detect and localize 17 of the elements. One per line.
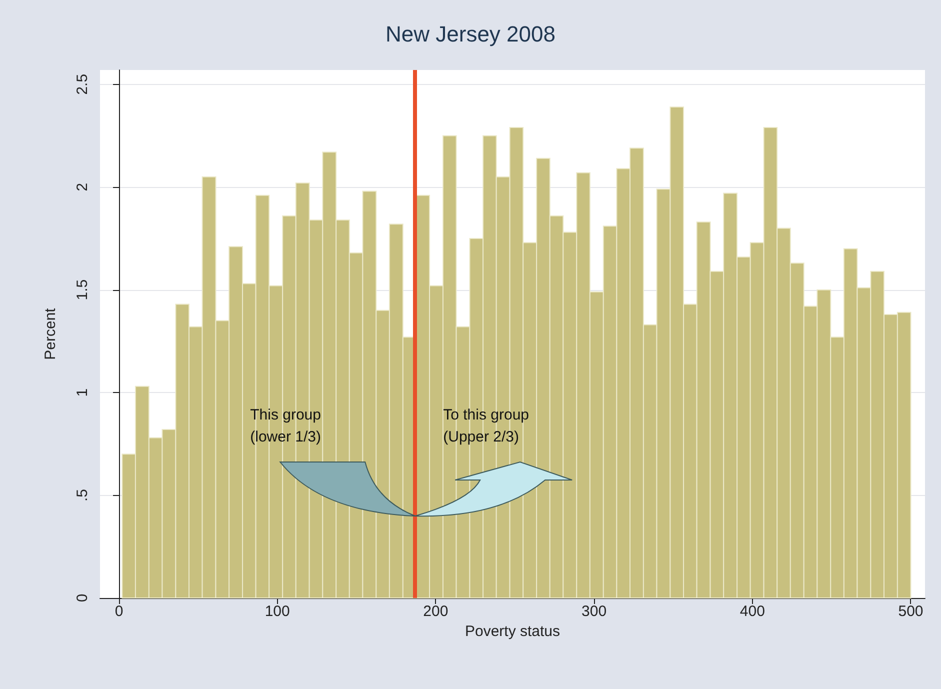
x-axis-title: Poverty status — [464, 622, 560, 640]
annotation: To this group (Upper 2/3) — [443, 406, 530, 446]
x-tick-label: 100 — [264, 603, 290, 620]
y-tick-label: 0 — [74, 594, 91, 602]
y-axis-title: Percent — [42, 307, 59, 360]
x-tick-label: 400 — [740, 603, 765, 620]
y-tick-label: 1.5 — [74, 279, 91, 300]
chart-title: New Jersey 2008 — [386, 22, 556, 46]
x-tick-label: 0 — [114, 603, 124, 620]
y-tick-label: 2.5 — [74, 74, 91, 95]
x-tick-label: 200 — [423, 603, 448, 620]
x-tick-label: 500 — [898, 603, 924, 620]
y-tick-label: 2 — [74, 182, 91, 192]
annotation: This group (lower 1/3) — [250, 406, 321, 446]
x-tick-label: 300 — [582, 603, 607, 620]
y-tick-label: .5 — [74, 489, 91, 502]
y-tick-label: 1 — [74, 388, 91, 397]
